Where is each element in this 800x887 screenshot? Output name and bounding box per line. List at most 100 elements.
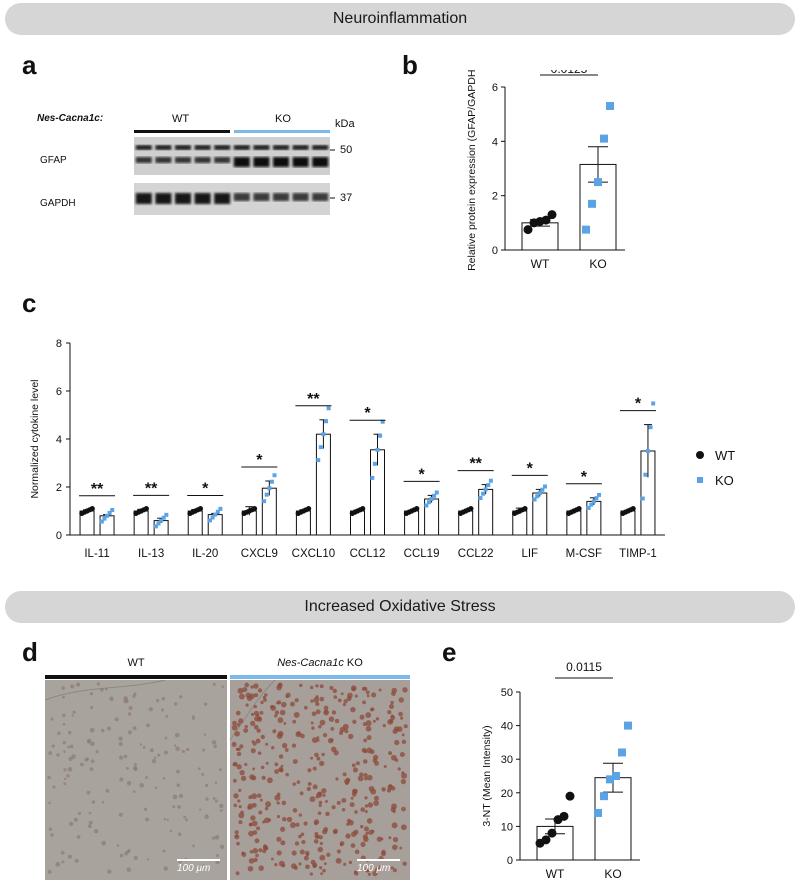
micrograph-ko-cell	[265, 742, 269, 746]
micrograph-ko-cell	[321, 752, 325, 757]
nt-y-tick-label: 20	[501, 788, 513, 800]
micrograph-ko-cell	[280, 826, 286, 832]
cytokine-point-wt	[251, 506, 258, 512]
micrograph-ko-cell	[245, 703, 249, 707]
blot-marker-37: 37	[340, 192, 353, 204]
micrograph-ko-cell	[286, 816, 293, 823]
micrograph-ko-cell	[313, 697, 320, 703]
cytokine-x-tick-label: LIF	[521, 548, 538, 560]
micrograph-wt-cell	[119, 777, 124, 782]
micrograph-ko-cell	[270, 857, 274, 861]
micrograph-ko-cell	[237, 799, 241, 803]
micrograph-wt-cell	[205, 797, 209, 801]
micrograph-wt-cell	[148, 707, 153, 712]
micrograph-ko-cell	[277, 682, 283, 688]
cytokine-point-wt	[576, 506, 582, 512]
cytokine-point-ko	[540, 487, 545, 492]
micrograph-ko-cell	[319, 719, 326, 726]
micrograph-wt-cell	[124, 851, 129, 856]
micrograph-ko-cell	[312, 784, 318, 790]
micrograph-ko-cell	[348, 860, 353, 865]
cytokine-significance-stars: **	[145, 480, 158, 497]
micrograph-wt-cell	[95, 750, 99, 754]
micrograph-ko-cell	[366, 735, 372, 741]
micrograph-ko-cell	[316, 738, 320, 742]
micrograph-ko-cell	[278, 754, 284, 759]
micrograph-ko-cell	[291, 743, 297, 748]
micrograph-ko-cell	[265, 801, 272, 808]
micrograph-wt-cell	[176, 769, 180, 774]
micrograph-ko-cell	[280, 701, 287, 708]
micrograph-ko-cell	[262, 820, 266, 824]
micrograph-ko-cell	[401, 772, 407, 779]
micrograph-ko-cell	[353, 871, 359, 876]
micrograph-wt-cell	[99, 687, 104, 692]
micrograph-wt-cell	[181, 749, 186, 754]
micrograph-wt-cell	[71, 714, 74, 717]
gfap-band-upper	[214, 145, 231, 150]
micrograph-wt-cell	[50, 833, 54, 837]
micrograph-ko-cell	[365, 868, 370, 873]
micrograph-ko-cell	[267, 818, 272, 822]
micrograph-ko-cell	[259, 710, 264, 715]
micrograph-wt-cell	[80, 762, 84, 767]
micrograph-ko-cell	[314, 832, 319, 836]
cytokine-point-ko	[643, 472, 648, 477]
micrograph-ko-cell	[390, 866, 394, 870]
micrograph-ko-cell	[339, 843, 343, 847]
cytokine-point-ko	[218, 506, 223, 511]
micrograph-ko-cell	[250, 720, 256, 727]
micrograph-ko-cell	[250, 685, 254, 689]
micrograph-ko-cell	[380, 837, 384, 841]
micrograph-ko-cell	[274, 762, 279, 767]
micrograph-wt-cell	[173, 744, 177, 747]
cytokine-point-wt	[360, 506, 366, 512]
micrograph-wt-cell	[198, 808, 202, 811]
micrograph-wt-cell	[177, 832, 182, 837]
oxidative-stress-banner: Increased Oxidative Stress	[5, 591, 795, 623]
micrograph-wt-cell	[72, 710, 76, 714]
micrograph-wt-cell	[146, 858, 150, 861]
micrograph-ko-cell	[231, 724, 238, 731]
micrograph-wt-cell	[214, 835, 220, 840]
micrograph-ko-cell	[366, 818, 373, 824]
cytokine-point-ko	[488, 478, 493, 483]
micrograph-ko-cell	[270, 705, 277, 711]
micrograph-wt-cell	[177, 805, 181, 809]
gfap-band-upper	[194, 145, 211, 150]
micrograph-ko-cell	[316, 756, 321, 761]
micrograph-ko-cell	[375, 717, 380, 721]
micrograph-wt-cell	[176, 783, 181, 788]
micrograph-ko-cell	[298, 862, 302, 866]
cytokine-point-wt	[143, 506, 149, 512]
micrograph-ko-cell	[285, 772, 289, 777]
micrograph-ko-cell	[309, 796, 316, 803]
micrograph-wt-cell	[212, 682, 216, 686]
micrograph-ko-cell	[402, 687, 408, 693]
micrograph-wt-cell	[201, 864, 205, 868]
micrograph-ko-cell	[341, 797, 347, 803]
cytokine-point-ko	[591, 499, 596, 504]
micrograph-ko-cell	[319, 866, 323, 870]
micrograph-ko-cell	[258, 865, 264, 871]
micrograph-ko-cell	[309, 872, 313, 876]
cytokine-point-ko	[589, 502, 594, 507]
cytokine-point-ko	[264, 492, 269, 497]
micrograph-ko-cell	[251, 793, 258, 800]
micrograph-wt-title: WT	[127, 657, 145, 669]
cytokine-point-ko	[326, 406, 331, 411]
panel-letter-e: e	[442, 637, 457, 667]
blot-row-label-gfap: GFAP	[40, 155, 67, 166]
micrograph-wt-cell	[169, 829, 173, 833]
micrograph-ko-cell	[292, 782, 296, 786]
micrograph-ko-cell	[376, 836, 383, 842]
micrograph-wt-cell	[203, 702, 208, 706]
gfap-point-wt	[523, 225, 533, 235]
gfap-y-tick-label: 2	[492, 191, 498, 203]
micrograph-wt-cell	[62, 713, 66, 718]
micrograph-ko-cell	[363, 826, 369, 832]
gfap-point-ko	[594, 178, 602, 187]
micrograph-wt-cell	[105, 688, 108, 691]
cytokine-point-ko	[486, 483, 491, 488]
micrograph-ko-cell	[309, 685, 314, 690]
